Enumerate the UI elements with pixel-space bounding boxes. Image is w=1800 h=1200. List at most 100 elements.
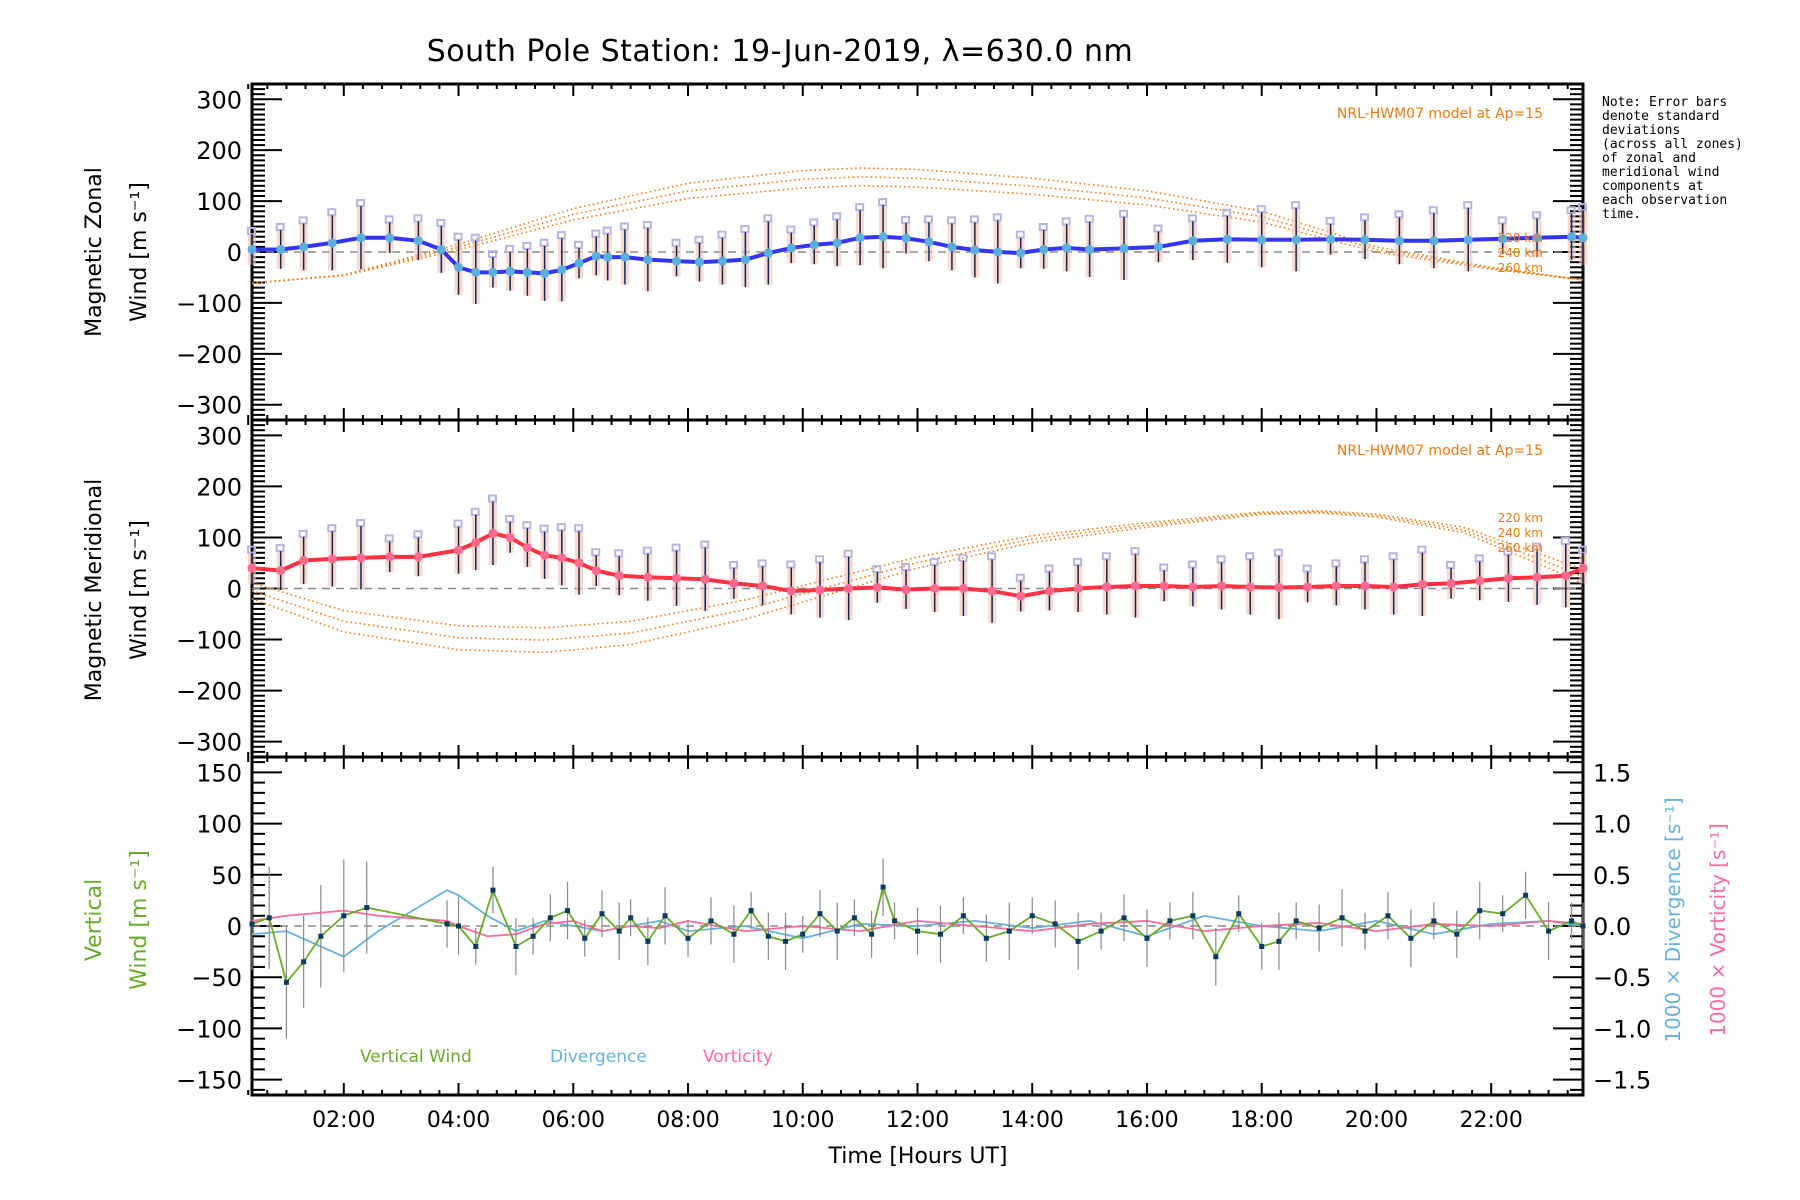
wind-data-point <box>1245 582 1255 592</box>
wind-data-point <box>540 550 550 560</box>
wind-data-point <box>471 538 481 548</box>
zone-marker <box>1245 552 1255 561</box>
zone-marker <box>969 215 979 224</box>
vertical-wind-point <box>662 913 668 919</box>
x-tick-labels: 02:00 04:00 06:00 08:00 10:00 12:00 14:00 16:00… <box>312 1108 1523 1133</box>
zone-marker <box>1417 545 1427 554</box>
vertical-wind-point <box>341 913 347 919</box>
wind-data-point <box>1291 235 1301 245</box>
zone-marker <box>642 220 652 229</box>
zone-marker <box>1119 209 1129 218</box>
x-tick-label: 22:00 <box>1460 1108 1523 1133</box>
model-curve-260km <box>251 184 1584 284</box>
wind-data-point <box>1073 584 1083 593</box>
wind-data-point <box>436 244 446 254</box>
zone-marker <box>487 494 497 503</box>
wind-data-point <box>1331 581 1341 591</box>
zonal-model-alt-260: 260 km <box>1498 261 1543 275</box>
vertical-wind-point <box>1477 908 1483 914</box>
vertical-wind-point <box>851 915 857 921</box>
x-tick-label: 16:00 <box>1115 1108 1178 1133</box>
y-tick-label: 0 <box>227 913 242 941</box>
vertical-wind-point <box>249 921 255 927</box>
vertical-wind-point <box>1098 928 1104 934</box>
model-curve-240km <box>251 176 1584 284</box>
wind-data-point <box>1446 578 1456 588</box>
vertical-wind-point <box>1052 921 1058 927</box>
vertical-wind-point <box>765 933 771 939</box>
vertical-wind-point <box>1190 913 1196 919</box>
vertical-wind-point <box>444 921 450 927</box>
vertical-wind-point <box>1029 913 1035 919</box>
y-tick-label: −200 <box>176 341 242 369</box>
vertical-wind-point <box>748 908 754 914</box>
wind-data-point <box>872 582 882 592</box>
y-tick-label: 100 <box>196 811 242 839</box>
y2-tick-label: 0.5 <box>1593 862 1631 890</box>
wind-data-point <box>276 244 286 254</box>
zone-marker <box>1578 203 1587 212</box>
zone-marker <box>878 198 888 207</box>
meridional-ylabel-line1: Magnetic Meridional <box>82 479 107 701</box>
wind-data-point <box>1303 582 1313 592</box>
wind-data-point <box>1475 576 1485 586</box>
wind-data-point <box>1016 591 1026 601</box>
vertical-wind-point <box>1259 943 1265 949</box>
wind-data-point <box>327 554 337 564</box>
y-tick-label: −100 <box>176 290 242 318</box>
vertical-wind-point <box>364 905 370 911</box>
wind-data-point <box>1389 582 1399 592</box>
vorticity-y2label: 1000 × Vorticity [s⁻¹] <box>1706 823 1730 1037</box>
zone-marker <box>614 549 624 558</box>
zone-marker <box>872 565 882 574</box>
zone-marker <box>1101 552 1111 561</box>
wind-data-point <box>522 267 532 277</box>
zone-marker <box>1428 206 1438 215</box>
wind-data-point <box>844 584 854 593</box>
y-tick-label: −100 <box>176 1015 242 1043</box>
zone-marker <box>247 545 256 554</box>
vertical-wind-point <box>616 928 622 934</box>
vertical-wind-point <box>983 935 989 941</box>
wind-data-point <box>614 571 624 581</box>
vertical-wind-point <box>1362 928 1368 934</box>
zonal-panel: 300 200 100 0 −100 −200 −300 <box>176 82 1588 422</box>
y-tick-label: 0 <box>227 576 242 604</box>
wind-data-point <box>1561 571 1571 581</box>
vertical-wind-point <box>800 931 806 937</box>
zone-marker <box>1159 563 1169 572</box>
wind-data-point <box>299 555 309 565</box>
vertical-wind-point <box>513 943 519 949</box>
y-tick-label: −300 <box>176 729 242 757</box>
legend-vertical-wind: Vertical Wind <box>360 1047 472 1067</box>
vertical-wind-point <box>960 913 966 919</box>
vertical-wind-point <box>1167 918 1173 924</box>
wind-data-point <box>557 265 567 275</box>
zone-marker <box>505 244 515 253</box>
vertical-wind-point <box>915 928 920 934</box>
vertical-wind-point <box>1276 938 1282 944</box>
wind-data-point <box>947 242 957 252</box>
vertical-wind-point <box>1316 925 1322 931</box>
y2-tick-label: −0.5 <box>1593 964 1651 992</box>
wind-data-point <box>356 233 366 243</box>
wind-data-point <box>643 255 653 265</box>
wind-data-point <box>786 243 796 253</box>
vertical-wind-point <box>817 911 823 917</box>
zone-marker <box>809 218 819 227</box>
zone-marker <box>855 203 865 212</box>
zone-marker <box>522 521 532 530</box>
y-tick-label: 50 <box>211 862 242 890</box>
zone-marker <box>1038 223 1048 231</box>
vertical-wind-point <box>937 931 943 937</box>
model-curve-240km <box>251 511 1584 641</box>
y-tick-label: 100 <box>196 188 242 216</box>
wind-data-point <box>694 257 704 267</box>
wind-data-point <box>557 553 567 563</box>
wind-data-point <box>1102 582 1112 592</box>
wind-data-point <box>1463 235 1473 245</box>
wind-data-point <box>1429 236 1439 246</box>
zone-marker <box>522 241 532 250</box>
y-tick-label: 200 <box>196 473 242 501</box>
wind-data-point <box>1394 236 1404 246</box>
